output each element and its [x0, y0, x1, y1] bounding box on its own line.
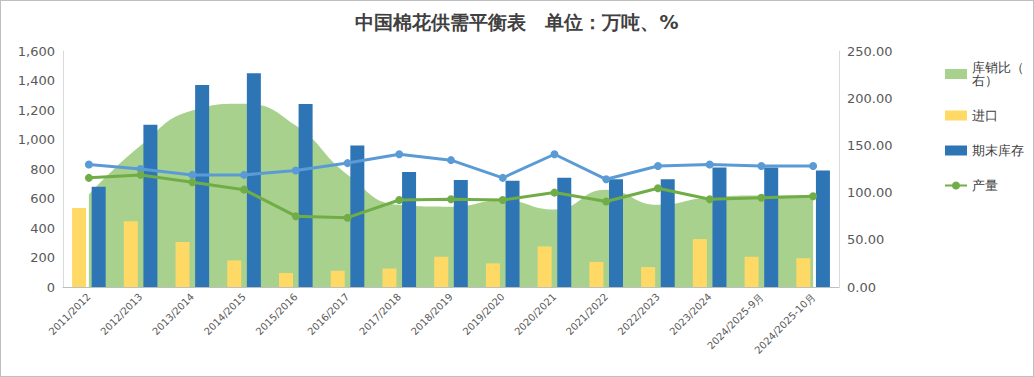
svg-text:产量: 产量	[972, 178, 998, 193]
svg-text:2017/2018: 2017/2018	[357, 291, 403, 337]
svg-text:2020/2021: 2020/2021	[512, 291, 558, 337]
svg-text:2014/2015: 2014/2015	[202, 291, 248, 337]
svg-text:1,000: 1,000	[18, 132, 55, 147]
svg-text:2015/2016: 2015/2016	[254, 291, 300, 337]
svg-text:600: 600	[30, 191, 55, 206]
svg-text:400: 400	[30, 221, 55, 236]
svg-text:期末库存: 期末库存	[972, 143, 1024, 158]
svg-text:右）: 右）	[972, 73, 998, 88]
svg-text:2022/2023: 2022/2023	[616, 291, 662, 337]
svg-text:50.00: 50.00	[847, 232, 884, 247]
svg-text:200: 200	[30, 250, 55, 265]
svg-text:2018/2019: 2018/2019	[409, 291, 455, 337]
svg-text:库销比（: 库销比（	[972, 60, 1024, 75]
svg-text:进口: 进口	[972, 108, 998, 123]
svg-text:100.00: 100.00	[847, 185, 893, 200]
svg-text:0: 0	[47, 280, 55, 295]
svg-text:2024/2025-9月: 2024/2025-9月	[705, 291, 765, 351]
svg-text:2013/2014: 2013/2014	[150, 291, 196, 337]
svg-text:2021/2022: 2021/2022	[564, 291, 610, 337]
svg-text:250.00: 250.00	[847, 44, 893, 59]
svg-text:2012/2013: 2012/2013	[98, 291, 144, 337]
svg-text:200.00: 200.00	[847, 91, 893, 106]
svg-text:2016/2017: 2016/2017	[305, 291, 351, 337]
svg-text:2019/2020: 2019/2020	[461, 291, 507, 337]
svg-text:中国棉花供需平衡表 单位：万吨、%: 中国棉花供需平衡表 单位：万吨、%	[355, 11, 678, 33]
svg-text:1,600: 1,600	[18, 44, 55, 59]
svg-text:2023/2024: 2023/2024	[667, 291, 713, 337]
svg-text:1,400: 1,400	[18, 73, 55, 88]
svg-text:800: 800	[30, 162, 55, 177]
svg-text:1,200: 1,200	[18, 103, 55, 118]
svg-text:150.00: 150.00	[847, 138, 893, 153]
svg-text:0.00: 0.00	[847, 280, 876, 295]
svg-text:2011/2012: 2011/2012	[47, 291, 93, 337]
svg-text:2024/2025-10月: 2024/2025-10月	[752, 291, 817, 356]
